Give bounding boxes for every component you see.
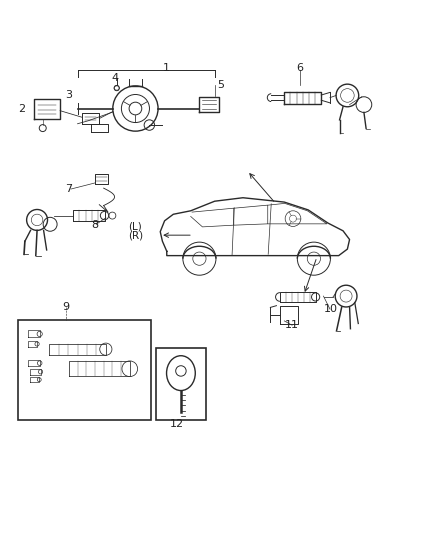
Text: 10: 10 [324,304,338,314]
Text: 11: 11 [285,320,299,330]
Text: 9: 9 [62,302,69,312]
Text: 6: 6 [296,63,303,74]
Text: 3: 3 [65,90,72,100]
Text: 2: 2 [18,104,25,114]
Text: 5: 5 [217,79,224,90]
Text: (L): (L) [128,221,142,231]
Text: 1: 1 [163,62,170,72]
Text: 4: 4 [111,74,118,84]
Bar [18,320,151,419]
Text: 12: 12 [170,419,184,429]
Text: 7: 7 [65,184,72,194]
Bar [156,348,206,419]
Text: 8: 8 [92,220,99,230]
Text: (R): (R) [128,230,144,240]
